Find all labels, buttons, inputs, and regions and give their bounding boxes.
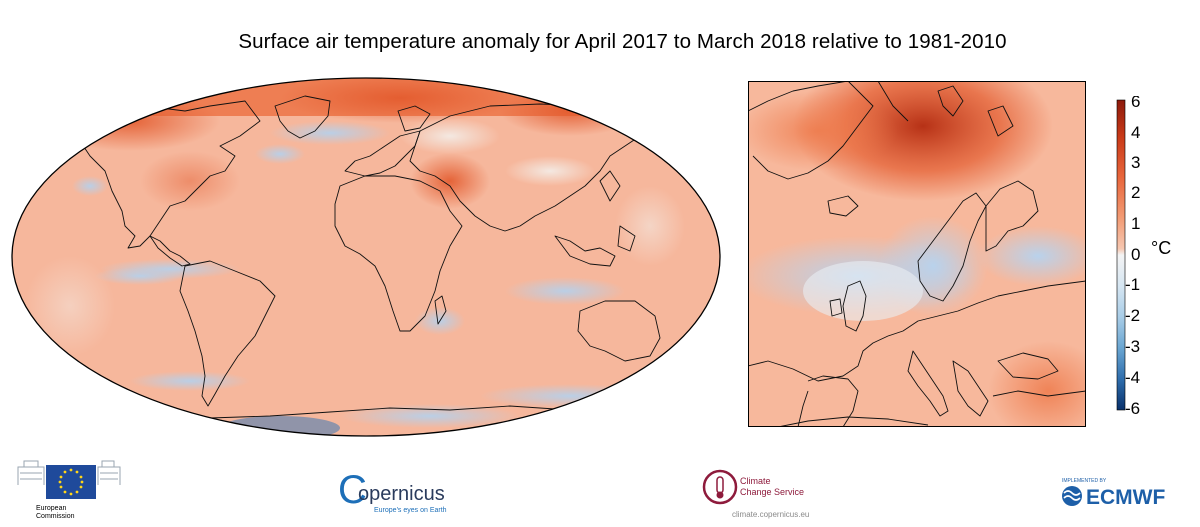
europe-map bbox=[748, 81, 1086, 427]
colorbar-tick-label: -3 bbox=[1125, 337, 1140, 356]
ecmwf-name: ECMWF bbox=[1086, 486, 1165, 509]
c3s-logo: Climate Change Service climate.copernicu… bbox=[702, 469, 809, 519]
ecmwf-implemented-by: IMPLEMENTED BY bbox=[1062, 478, 1107, 484]
colorbar-tick-label: -2 bbox=[1125, 306, 1140, 325]
logo-bar: European Commission C opernicus Europe's… bbox=[0, 455, 1200, 527]
c3s-line1: Climate bbox=[740, 476, 771, 486]
colorbar-unit: °C bbox=[1151, 238, 1171, 258]
colorbar-tick-label: 3 bbox=[1131, 153, 1140, 172]
colorbar-tick-label: -6 bbox=[1125, 399, 1140, 416]
eu-label-line2: Commission bbox=[36, 513, 75, 520]
c3s-line2: Change Service bbox=[740, 487, 804, 497]
copernicus-logo: C opernicus Europe's eyes on Earth bbox=[338, 468, 447, 514]
eu-commission-logo: European Commission bbox=[17, 460, 121, 520]
eu-label-line1: European bbox=[36, 505, 66, 512]
ecmwf-logo: IMPLEMENTED BY ECMWF bbox=[1062, 478, 1165, 509]
copernicus-c-letter: C bbox=[338, 468, 367, 512]
copernicus-tagline: Europe's eyes on Earth bbox=[374, 507, 447, 514]
colorbar-tick-label: 6 bbox=[1131, 96, 1140, 111]
colorbar-tick-label: 0 bbox=[1131, 245, 1140, 264]
colorbar-tick-label: -4 bbox=[1125, 368, 1140, 387]
colorbar-tick-label: 4 bbox=[1131, 123, 1140, 142]
colorbar-tick-label: 1 bbox=[1131, 214, 1140, 233]
c3s-url: climate.copernicus.eu bbox=[732, 510, 809, 519]
colorbar: 6 4 3 2 1 0 -1 -2 -3 -4 -6 °C bbox=[1116, 96, 1171, 416]
page-title: Surface air temperature anomaly for Apri… bbox=[238, 30, 1007, 53]
colorbar-tick-label: -1 bbox=[1125, 275, 1140, 294]
copernicus-name: opernicus bbox=[358, 483, 445, 505]
world-map bbox=[11, 77, 721, 437]
colorbar-tick-label: 2 bbox=[1131, 183, 1140, 202]
